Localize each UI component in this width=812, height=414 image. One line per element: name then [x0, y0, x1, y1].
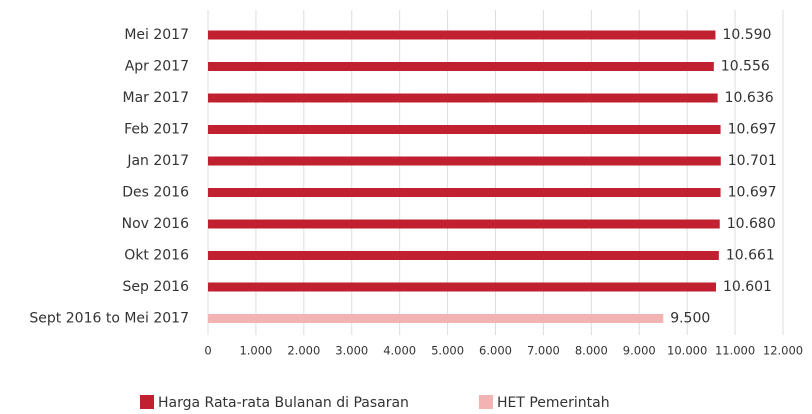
value-label: 10.636	[725, 90, 774, 106]
y-tick-label: Apr 2017	[125, 59, 189, 75]
value-label: 10.601	[723, 279, 772, 295]
bar	[208, 125, 721, 134]
bar	[208, 188, 721, 197]
legend-label: Harga Rata-rata Bulanan di Pasaran	[158, 395, 409, 410]
value-label: 10.590	[722, 27, 771, 43]
x-tick-label: 8.000	[575, 344, 608, 358]
bar	[208, 156, 721, 166]
x-tick-label: 7.000	[527, 344, 560, 358]
value-label: 10.701	[728, 153, 777, 169]
y-tick-label: Mar 2017	[123, 90, 190, 106]
y-tick-label: Sept 2016 to Mei 2017	[29, 311, 189, 327]
value-label: 10.697	[728, 122, 777, 138]
x-tick-label: 10.000	[667, 344, 707, 358]
y-tick-label: Jan 2017	[126, 153, 189, 169]
legend-label: HET Pemerintah	[497, 395, 610, 410]
x-tick-label: 1.000	[239, 344, 272, 358]
value-label: 10.556	[721, 59, 770, 75]
bar	[208, 314, 664, 323]
bar	[208, 62, 714, 71]
y-tick-label: Sep 2016	[123, 279, 190, 295]
bar	[208, 282, 716, 292]
bar	[208, 93, 718, 103]
x-tick-label: 2.000	[287, 344, 320, 358]
y-tick-label: Nov 2016	[122, 216, 189, 232]
bar	[208, 30, 716, 40]
x-tick-label: 9.000	[623, 344, 656, 358]
value-label: 10.697	[728, 185, 777, 201]
y-tick-label: Feb 2017	[124, 122, 189, 138]
x-tick-label: 3.000	[335, 344, 368, 358]
value-label: 10.680	[727, 216, 776, 232]
x-tick-label: 0	[204, 344, 211, 358]
legend-swatch	[140, 395, 154, 409]
y-tick-label: Des 2016	[122, 185, 189, 201]
x-tick-label: 4.000	[383, 344, 416, 358]
legend-swatch	[478, 395, 493, 409]
x-tick-label: 5.000	[431, 344, 464, 358]
bar	[208, 251, 719, 260]
y-tick-label: Okt 2016	[124, 248, 189, 264]
y-tick-label: Mei 2017	[124, 27, 189, 43]
x-tick-label: 12.000	[763, 344, 803, 358]
bar	[208, 219, 720, 229]
x-tick-label: 6.000	[479, 344, 512, 358]
x-tick-label: 11.000	[715, 344, 755, 358]
value-label: 10.661	[726, 248, 775, 264]
value-label: 9.500	[670, 311, 710, 327]
